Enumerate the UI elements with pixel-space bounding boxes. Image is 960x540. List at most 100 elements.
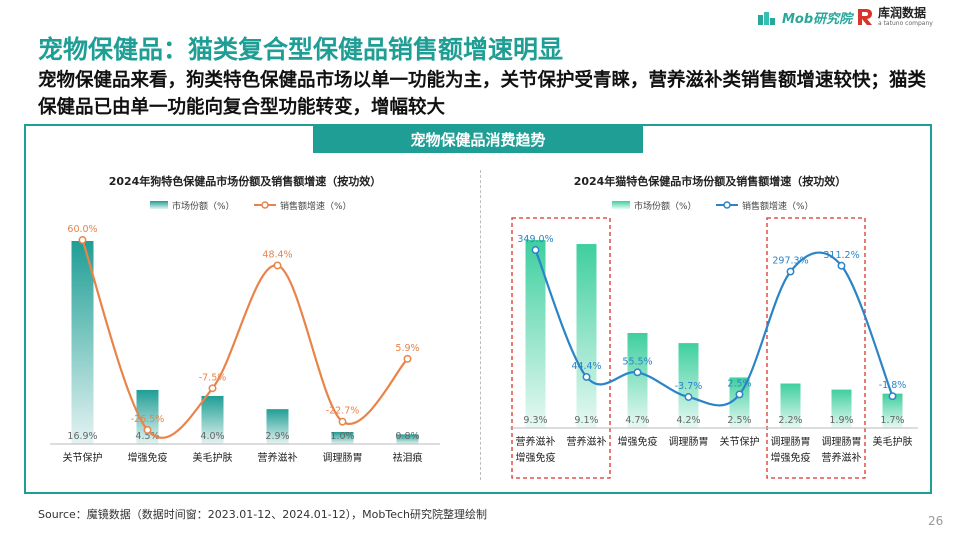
chart-0-category-label-1-0: 增强免疫 (128, 451, 168, 464)
chart-0-bar-0 (71, 241, 94, 444)
chart-0-line-label-5: 5.9% (395, 343, 419, 354)
chart-0-line-point-5 (403, 354, 412, 363)
chart-1-line-label-0: 349.0% (517, 234, 553, 245)
chart-1-category-label-5-0: 调理肠胃 (771, 436, 811, 448)
chart-1-category-label-3-0: 调理肠胃 (669, 436, 709, 448)
chart-0: 2024年狗特色保健品市场份额及销售额增速（按功效） 市场份额（%） 销售额增速（%… (50, 174, 440, 464)
chart-0-legend-bar-label: 市场份额（%） (172, 200, 235, 212)
chart-0-category-label-2-0: 美毛护肤 (193, 451, 233, 464)
source-note: Source：魔镜数据（数据时间窗：2023.01-12、2024.01-12）… (38, 508, 488, 521)
page-title: 宠物保健品：猫类复合型保健品销售额增速明显 (38, 35, 564, 64)
chart-0-line-point-0 (78, 236, 87, 244)
chart-1-line-label-7: -1.8% (879, 380, 907, 391)
chart-1-line-point-4 (735, 390, 744, 399)
content-panel (24, 124, 932, 494)
chart-0-line-label-2: -7.5% (199, 372, 227, 383)
chart-0-line-label-0: 60.0% (67, 224, 97, 235)
chart-1-line-label-4: 2.5% (727, 378, 751, 389)
chart-0-category-label-3-0: 营养滋补 (258, 451, 298, 464)
chart-0-category-label-0-0: 关节保护 (63, 451, 103, 464)
chart-1-bar-5 (780, 383, 801, 428)
mob-logo: Mob研究院 (758, 8, 852, 27)
chart-1-line-point-1 (582, 373, 591, 381)
chart-1-category-label-6-1: 营养滋补 (822, 451, 862, 464)
chart-1-highlight-box-1 (766, 217, 866, 479)
kr-logo-icon (858, 9, 872, 25)
chart-1-legend-line-marker (723, 201, 731, 209)
page-subtitle: 宠物保健品来看，狗类特色保健品市场以单一功能为主，关节保护受青睐，营养滋补类销售… (38, 70, 927, 118)
chart-1-bar-label-2: 4.7% (625, 415, 649, 426)
chart-1-category-label-0-1: 增强免疫 (516, 451, 556, 464)
chart-0-line-point-3 (273, 261, 282, 270)
chart-1-line-label-5: 297.3% (772, 256, 808, 267)
chart-1-bar-label-1: 9.1% (574, 415, 598, 426)
chart-1-bar-4 (729, 377, 750, 428)
chart-0-line-label-1: -26.5% (131, 414, 165, 425)
chart-1-highlight-box-0 (511, 217, 611, 479)
chart-0-line-point-4 (338, 417, 347, 426)
chart-1-line-label-1: 44.4% (571, 361, 601, 372)
chart-0-bar-1 (136, 389, 159, 444)
chart-1-title: 2024年猫特色保健品市场份额及销售额增速（按功效） (574, 174, 847, 188)
chart-1-bar-label-7: 1.7% (880, 415, 904, 426)
chart-0-bar-label-5: 0.8% (395, 431, 419, 442)
chart-1-bar-label-0: 9.3% (523, 415, 547, 426)
chart-0-bar-2 (201, 395, 224, 444)
chart-1-line-label-3: -3.7% (675, 381, 703, 392)
chart-1-category-label-0-0: 营养滋补 (516, 435, 556, 448)
chart-1-bar-6 (831, 389, 852, 428)
chart-0-bar-4 (331, 431, 354, 444)
mob-logo-icon (758, 11, 775, 25)
chart-1-bar-7 (882, 393, 903, 428)
chart-divider (480, 170, 481, 480)
chart-0-bar-label-0: 16.9% (67, 431, 97, 442)
chart-1-line-point-6 (837, 261, 846, 270)
kr-logo-name: 库润数据 (878, 6, 927, 20)
chart-1-category-label-6-0: 调理肠胃 (822, 436, 862, 448)
chart-0-line-point-2 (208, 384, 217, 393)
chart-0-bar-3 (266, 409, 289, 444)
kr-logo-tag: a tatuno company (878, 20, 933, 27)
chart-1-category-label-1-0: 营养滋补 (567, 435, 607, 448)
chart-1-category-label-5-1: 增强免疫 (771, 451, 811, 464)
chart-0-legend-line-label: 销售额增速（%） (280, 200, 352, 212)
chart-1-category-label-7-0: 美毛护肤 (873, 435, 913, 448)
chart-0-legend-line-marker (261, 201, 269, 209)
chart-0-bar-label-3: 2.9% (265, 431, 289, 442)
chart-1-bar-label-3: 4.2% (676, 415, 700, 426)
chart-0-title: 2024年狗特色保健品市场份额及销售额增速（按功效） (109, 174, 382, 188)
chart-1-bar-3 (678, 343, 699, 428)
chart-1-line-point-2 (633, 368, 642, 377)
chart-1-bar-label-5: 2.2% (778, 415, 802, 426)
chart-0-category-label-5-0: 祛泪痕 (393, 451, 423, 464)
chart-0-line-label-4: -22.7% (326, 406, 360, 417)
chart-1-bar-label-6: 1.9% (829, 415, 853, 426)
mob-logo-text: Mob研究院 (782, 12, 853, 27)
chart-1-bar-label-4: 2.5% (727, 415, 751, 426)
chart-1-category-label-4-0: 关节保护 (720, 435, 760, 448)
chart-0-category-label-4-0: 调理肠胃 (323, 452, 363, 464)
chart-1-bar-2 (627, 332, 648, 428)
chart-1: 2024年猫特色保健品市场份额及销售额增速（按功效） 市场份额（%） 销售额增速（%… (510, 174, 918, 479)
chart-1-bar-1 (576, 244, 597, 428)
chart-0-bar-label-2: 4.0% (200, 431, 224, 442)
chart-0-line-label-3: 48.4% (262, 249, 292, 260)
kr-logo: 库润数据 a tatuno company (855, 7, 933, 27)
chart-0-bar-5 (396, 434, 419, 444)
chart-1-legend-bar-label: 市场份额（%） (634, 200, 697, 212)
chart-0-legend-bar-swatch (150, 201, 168, 209)
chart-1-line-point-7 (888, 392, 897, 401)
chart-1-line-point-3 (684, 393, 693, 401)
chart-0-line-point-1 (143, 426, 152, 434)
chart-1-line-label-6: 311.2% (823, 250, 859, 261)
page-number: 26 (928, 514, 944, 528)
chart-1-line-point-5 (786, 267, 795, 276)
chart-0-bar-label-1: 4.5% (135, 431, 159, 442)
section-banner: 宠物保健品消费趋势 (313, 126, 643, 153)
chart-1-legend-line-label: 销售额增速（%） (742, 200, 814, 212)
chart-1-line-point-0 (531, 246, 540, 254)
chart-1-category-label-2-0: 增强免疫 (618, 435, 658, 448)
chart-1-legend-bar-swatch (612, 201, 630, 209)
chart-0-bar-label-4: 1.0% (330, 431, 354, 442)
